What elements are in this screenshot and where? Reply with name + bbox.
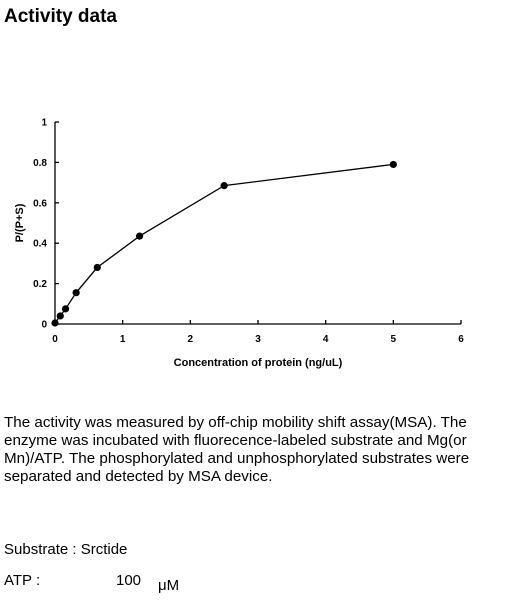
- x-tick-label-2: 2: [188, 334, 194, 345]
- atp-unit: μM: [158, 577, 180, 594]
- data-point-2: [61, 305, 70, 313]
- y-tick-label-1: 0.2: [33, 279, 47, 290]
- chart-axes: [54, 122, 461, 325]
- atp-value: 100: [116, 572, 142, 589]
- activity-chart: 0 0.2 0.4 0.6 0.8 1 0 1 2 3 4 5 6 Concentration of p…: [0, 100, 523, 380]
- data-point-4: [93, 263, 101, 272]
- x-tick-label-3: 3: [255, 334, 261, 345]
- substrate-label: Substrate : Srctide: [4, 541, 128, 558]
- y-axis-title: P/(P+S): [14, 203, 26, 242]
- data-point-7: [389, 160, 397, 169]
- data-point-5: [135, 232, 144, 240]
- chart-ticks: [54, 121, 462, 325]
- data-point-6: [220, 182, 228, 190]
- y-tick-label-3: 0.6: [33, 198, 47, 209]
- activity-chart-svg: 0 0.2 0.4 0.6 0.8 1 0 1 2 3 4 5 6 Concentration of p…: [14, 118, 464, 370]
- y-tick-label-0: 0: [41, 320, 47, 331]
- chart-series: [51, 160, 397, 327]
- x-tick-label-6: 6: [458, 334, 464, 345]
- x-axis-title: Concentration of protein (ng/uL): [174, 357, 343, 369]
- data-point-0: [51, 319, 59, 327]
- y-tick-label-4: 0.8: [33, 158, 47, 169]
- data-point-1: [56, 312, 64, 320]
- chart-tick-labels: 0 0.2 0.4 0.6 0.8 1 0 1 2 3 4 5 6: [33, 118, 464, 346]
- y-tick-label-5: 1: [41, 118, 47, 129]
- x-tick-label-0: 0: [52, 334, 58, 345]
- x-tick-label-1: 1: [120, 334, 126, 345]
- x-tick-label-5: 5: [391, 334, 397, 345]
- page-heading: Activity data: [4, 6, 117, 27]
- assay-description: The activity was measured by off-chip mo…: [4, 414, 470, 485]
- y-tick-label-2: 0.4: [33, 239, 47, 250]
- atp-label: ATP :: [4, 572, 41, 589]
- data-point-3: [72, 289, 80, 297]
- x-tick-label-4: 4: [323, 334, 329, 345]
